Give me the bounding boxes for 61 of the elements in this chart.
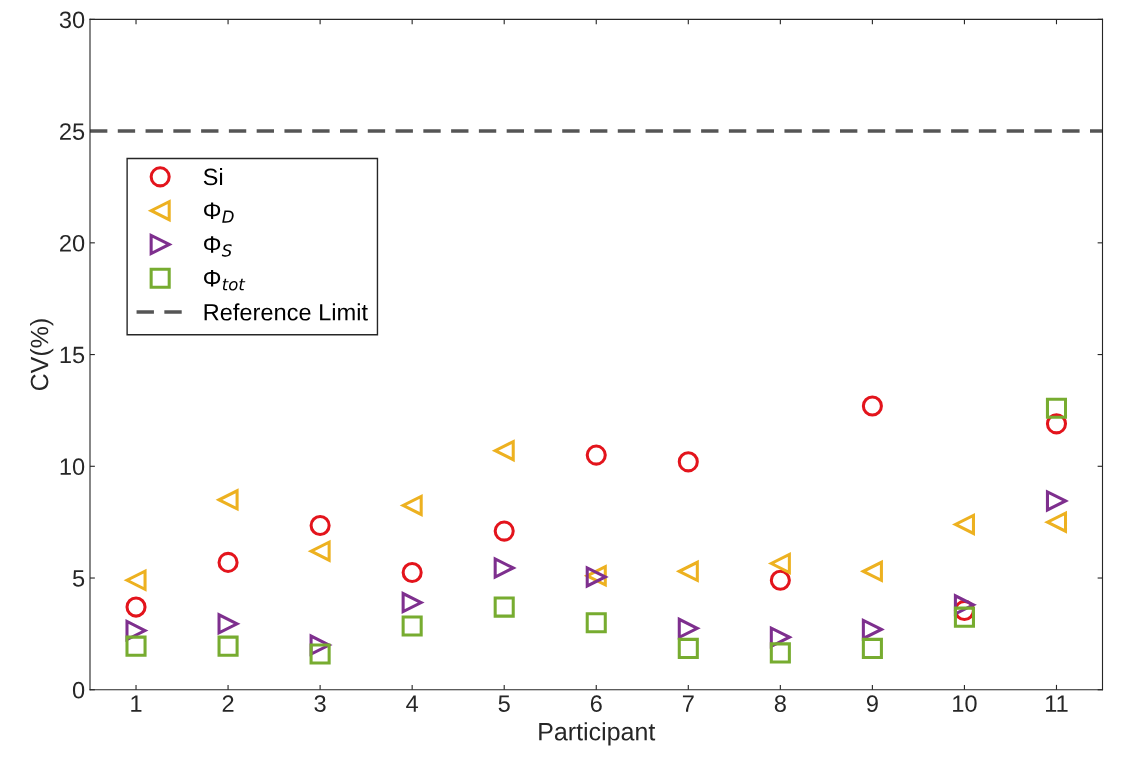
point: [493, 520, 515, 542]
point: [861, 395, 883, 417]
y-tick-label: 0: [72, 681, 85, 699]
point: [861, 618, 883, 640]
legend-label: Reference Limit: [204, 303, 368, 321]
x-tick-label: 1: [131, 695, 142, 712]
point: [217, 551, 239, 573]
legend-label: Φ$_{S}$: [204, 236, 232, 257]
x-tick-label: 9: [866, 695, 878, 712]
point: [861, 637, 883, 659]
point: [401, 615, 423, 637]
point: [125, 596, 147, 618]
x-tick-label: 2: [222, 695, 234, 712]
point: [217, 635, 239, 657]
point: [953, 513, 975, 535]
point: [401, 561, 423, 583]
point: [769, 552, 791, 575]
point: [677, 637, 699, 659]
point: [769, 569, 791, 591]
point: [493, 440, 515, 462]
point: [493, 596, 515, 618]
x-tick-label: 5: [498, 695, 510, 712]
point: [769, 642, 791, 664]
legend-label: Φ$_{tot}$: [204, 270, 246, 291]
point: [677, 560, 699, 582]
point: [215, 488, 239, 512]
point: [585, 612, 607, 634]
point: [1045, 397, 1068, 419]
x-tick-label: 3: [314, 695, 326, 712]
y-tick-label: 15: [60, 346, 85, 364]
point: [399, 494, 423, 517]
x-tick-label: 6: [590, 695, 602, 712]
point: [309, 514, 331, 537]
y-tick-label: 20: [60, 234, 85, 252]
x-tick-label: 10: [953, 695, 977, 712]
point: [493, 557, 515, 579]
point: [1045, 490, 1068, 512]
point: [125, 635, 147, 657]
x-tick-label: 4: [406, 695, 419, 712]
x-tick-label: 8: [774, 695, 786, 712]
legend-label: Φ$_{D}$: [204, 202, 234, 223]
x-tick-label: 7: [682, 695, 694, 712]
point: [677, 451, 699, 473]
point: [309, 643, 331, 665]
point: [125, 569, 147, 591]
point: [861, 560, 883, 582]
y-tick-label: 5: [72, 570, 85, 587]
point: [953, 606, 975, 628]
y-tick-label: 25: [60, 123, 85, 140]
point: [677, 617, 699, 639]
y-tick-label: 30: [59, 11, 85, 29]
point: [217, 613, 239, 635]
legend-label: Si: [203, 168, 223, 186]
y-tick-label: 10: [60, 458, 85, 476]
y-axis-title: CV(%): [30, 319, 54, 391]
point: [1045, 511, 1068, 533]
point: [585, 444, 607, 466]
point: [307, 539, 331, 563]
point: [401, 592, 423, 614]
x-axis-title: Participant: [539, 722, 656, 746]
x-tick-label: 11: [1046, 695, 1068, 712]
